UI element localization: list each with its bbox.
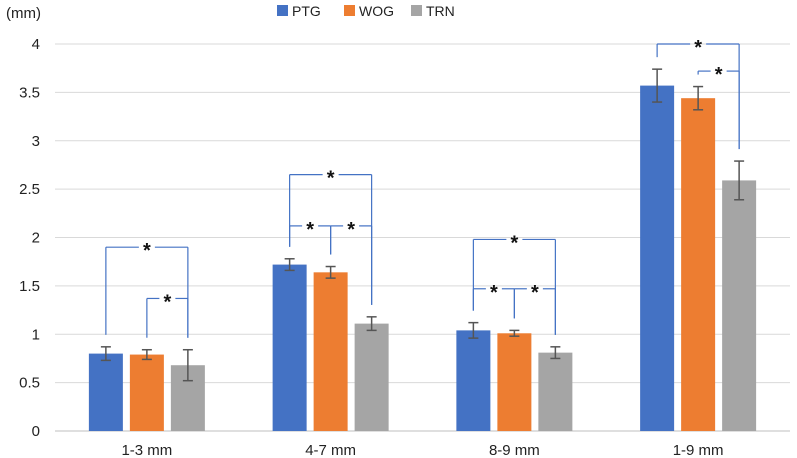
- y-tick-label: 0.5: [19, 375, 40, 392]
- error-bar: [366, 316, 377, 332]
- legend-label: TRN: [426, 3, 455, 19]
- grid-lines: [55, 43, 790, 432]
- significance-star: *: [327, 168, 335, 190]
- legend-item-trn: TRN: [411, 3, 455, 19]
- significance-bracket: *: [472, 282, 515, 319]
- bar-wog-3: [497, 333, 532, 431]
- x-axis-categories: 1-3 mm 4-7 mm 8-9 mm 1-9 mm: [121, 442, 723, 458]
- error-bar: [182, 348, 193, 382]
- error-bar: [325, 265, 336, 279]
- y-tick-label: 0: [32, 423, 40, 440]
- significance-bracket: *: [146, 291, 189, 338]
- y-tick-label: 3: [32, 133, 40, 150]
- significance-annotations: * * * * * * * * * *: [105, 37, 740, 338]
- error-bar: [550, 346, 561, 360]
- legend-label: WOG: [359, 3, 394, 19]
- y-tick-label: 3.5: [19, 84, 40, 101]
- significance-bracket: *: [472, 232, 556, 335]
- significance-star: *: [163, 291, 171, 313]
- bar-ptg-3: [456, 330, 491, 431]
- legend-swatch: [277, 5, 288, 16]
- bar-trn-2: [354, 323, 389, 431]
- error-bar: [693, 85, 704, 111]
- y-tick-label: 1.5: [19, 278, 40, 295]
- y-axis-ticks: 0 0.5 1 1.5 2 2.5 3 3.5 4: [19, 36, 40, 440]
- legend-item-ptg: PTG: [277, 3, 321, 19]
- significance-bracket: *: [697, 64, 740, 150]
- bar-ptg-4: [640, 85, 675, 431]
- significance-star: *: [143, 240, 151, 262]
- bar-ptg-1: [88, 353, 123, 431]
- legend-swatch: [411, 5, 422, 16]
- significance-star: *: [490, 282, 498, 304]
- significance-star: *: [347, 219, 355, 241]
- bar-trn-3: [538, 352, 573, 431]
- legend: PTG WOG TRN: [277, 3, 455, 19]
- significance-star: *: [510, 232, 518, 254]
- error-bar: [734, 160, 745, 201]
- significance-star: *: [531, 282, 539, 304]
- x-category-label: 1-9 mm: [673, 442, 724, 458]
- error-bars-group: [100, 68, 745, 382]
- x-category-label: 4-7 mm: [305, 442, 356, 458]
- bar-wog-1: [129, 354, 164, 431]
- legend-item-wog: WOG: [344, 3, 394, 19]
- bar-wog-2: [313, 272, 348, 431]
- error-bar: [468, 321, 479, 339]
- x-category-label: 1-3 mm: [121, 442, 172, 458]
- y-tick-label: 1: [32, 326, 40, 343]
- y-tick-label: 4: [32, 36, 40, 53]
- bars-group: [88, 85, 757, 432]
- bar-wog-4: [681, 98, 716, 432]
- legend-swatch: [344, 5, 355, 16]
- error-bar: [141, 348, 152, 361]
- significance-bracket: *: [330, 219, 373, 305]
- significance-bracket: *: [513, 282, 556, 335]
- significance-star: *: [694, 37, 702, 59]
- significance-star: *: [715, 64, 723, 86]
- y-tick-label: 2.5: [19, 181, 40, 198]
- y-axis-unit-label: (mm): [6, 5, 41, 22]
- x-category-label: 8-9 mm: [489, 442, 540, 458]
- y-tick-label: 2: [32, 230, 40, 247]
- error-bar: [509, 329, 520, 337]
- error-bar: [652, 68, 663, 103]
- legend-label: PTG: [292, 3, 321, 19]
- significance-bracket: *: [289, 219, 332, 255]
- significance-star: *: [306, 219, 314, 241]
- bar-ptg-2: [272, 264, 307, 431]
- error-bar: [284, 258, 295, 272]
- bar-trn-4: [722, 180, 757, 431]
- error-bar: [100, 346, 111, 362]
